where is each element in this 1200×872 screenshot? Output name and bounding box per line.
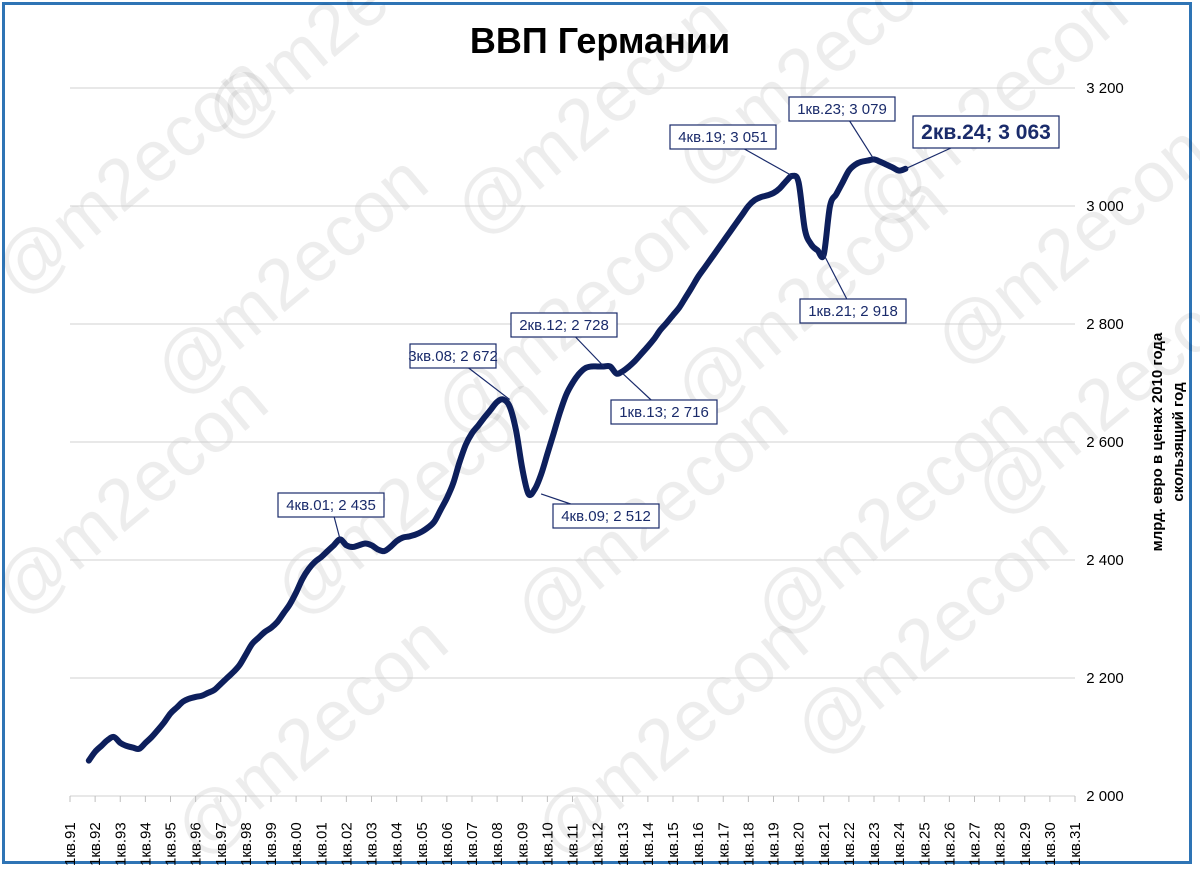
annotation-box <box>669 124 777 150</box>
x-tick-label: 1кв.92 <box>87 822 104 866</box>
x-tick-label: 1кв.28 <box>992 822 1009 866</box>
x-tick-label: 1кв.03 <box>364 822 381 866</box>
y-tick-label: 2 800 <box>1086 316 1124 333</box>
x-tick-label: 1кв.14 <box>640 822 657 866</box>
x-tick-label: 1кв.06 <box>439 822 456 866</box>
x-tick-label: 1кв.00 <box>288 822 305 866</box>
annotation-label: 1кв.13; 2 716 <box>619 404 709 421</box>
gdp-series-line <box>85 156 909 764</box>
x-tick-label: 1кв.11 <box>565 823 582 866</box>
x-tick-label: 1кв.15 <box>665 822 682 866</box>
x-tick-label: 1кв.22 <box>841 822 858 866</box>
annotation-leader <box>468 367 511 400</box>
annotation-label: 4кв.09; 2 512 <box>561 508 651 525</box>
annotation-leader <box>540 493 571 505</box>
y-tick-label: 2 000 <box>1086 788 1124 805</box>
x-tick-label: 1кв.12 <box>590 822 607 866</box>
x-tick-label: 1кв.95 <box>163 822 180 866</box>
x-tick-label: 1кв.16 <box>690 822 707 866</box>
annotation-box <box>788 96 896 122</box>
x-tick-label: 1кв.09 <box>514 822 531 866</box>
x-tick-label: 1кв.07 <box>464 822 481 866</box>
annotation-leader <box>333 516 341 540</box>
x-tick-label: 1кв.10 <box>539 822 556 866</box>
x-tick-label: 1кв.25 <box>916 822 933 866</box>
annotation-leader <box>905 147 952 170</box>
x-tick-label: 1кв.91 <box>62 822 79 866</box>
y-tick-label: 3 000 <box>1086 198 1124 215</box>
annotation-label: 3кв.08; 2 672 <box>408 348 498 365</box>
watermark-text: @m2econ <box>659 159 963 432</box>
x-tick-label: 1кв.29 <box>1017 822 1034 866</box>
annotation-leader <box>823 254 848 300</box>
annotation-label: 1кв.21; 2 918 <box>808 303 898 320</box>
watermark-text: @m2econ <box>0 359 283 632</box>
x-tick-label: 1кв.17 <box>715 822 732 866</box>
x-tick-label: 1кв.94 <box>137 822 154 866</box>
x-tick-label: 1кв.31 <box>1067 822 1084 866</box>
x-tick-label: 1кв.98 <box>238 822 255 866</box>
y-axis-label-line: скользящий год <box>1170 382 1187 502</box>
chart-title: ВВП Германии <box>470 20 730 61</box>
annotation-box <box>277 492 385 518</box>
series-layer <box>85 156 909 764</box>
annotation-box <box>799 298 907 324</box>
annotation-callout: 2кв.24; 3 063 <box>905 115 1060 170</box>
x-tick-label: 1кв.24 <box>891 822 908 866</box>
annotation-leader <box>744 148 793 177</box>
annotation-callout: 4кв.19; 3 051 <box>669 124 793 177</box>
x-tick-label: 1кв.05 <box>414 822 431 866</box>
annotation-callout: 1кв.13; 2 716 <box>610 373 718 425</box>
annotation-box <box>409 343 497 369</box>
annotation-box <box>610 399 718 425</box>
y-axis-label: млрд. евро в ценах 2010 года скользящий г… <box>1149 332 1187 551</box>
y-tick-label: 3 200 <box>1086 80 1124 97</box>
annotation-box <box>510 312 618 338</box>
y-tick-label: 2 600 <box>1086 434 1124 451</box>
x-tick-label: 1кв.99 <box>263 822 280 866</box>
x-tick-label: 1кв.01 <box>313 822 330 866</box>
annotation-callout: 1кв.23; 3 079 <box>788 96 896 160</box>
x-tick-label: 1кв.08 <box>489 822 506 866</box>
x-tick-label: 1кв.96 <box>188 822 205 866</box>
x-tick-label: 1кв.97 <box>213 822 230 866</box>
annotation-label: 2кв.12; 2 728 <box>519 317 609 334</box>
y-axis-label-line: млрд. евро в ценах 2010 года <box>1149 332 1166 551</box>
annotations-layer: 4кв.01; 2 435 3кв.08; 2 672 4кв.09; 2 512 2… <box>277 96 1060 540</box>
x-tick-label: 1кв.04 <box>389 822 406 866</box>
y-axis-ticks: 2 000 2 200 2 400 2 600 2 800 3 000 3 200 <box>1086 80 1124 805</box>
x-axis-ticks: 1кв.91 1кв.92 1кв.93 1кв.94 1кв.95 1кв.96 1кв.… <box>62 796 1084 866</box>
x-tick-label: 1кв.18 <box>740 822 757 866</box>
annotation-label: 1кв.23; 3 079 <box>797 101 887 118</box>
x-tick-label: 1кв.19 <box>766 822 783 866</box>
annotation-label: 2кв.24; 3 063 <box>921 121 1051 144</box>
annotation-label: 4кв.19; 3 051 <box>678 129 768 146</box>
annotation-callout: 1кв.21; 2 918 <box>799 254 907 324</box>
y-tick-label: 2 400 <box>1086 552 1124 569</box>
annotation-leader <box>575 336 605 367</box>
annotation-label: 4кв.01; 2 435 <box>286 497 376 514</box>
annotation-box <box>912 115 1060 149</box>
x-tick-label: 1кв.93 <box>112 822 129 866</box>
annotation-callout: 3кв.08; 2 672 <box>408 343 511 400</box>
annotation-box <box>552 503 660 529</box>
x-tick-label: 1кв.23 <box>866 822 883 866</box>
y-tick-label: 2 200 <box>1086 670 1124 687</box>
annotation-leader <box>622 373 652 401</box>
x-tick-label: 1кв.20 <box>791 822 808 866</box>
x-tick-label: 1кв.02 <box>338 822 355 866</box>
x-tick-label: 1кв.26 <box>941 822 958 866</box>
x-tick-label: 1кв.13 <box>615 822 632 866</box>
annotation-callout: 2кв.12; 2 728 <box>510 312 618 367</box>
annotation-callout: 4кв.01; 2 435 <box>277 492 385 540</box>
x-tick-label: 1кв.30 <box>1042 822 1059 866</box>
x-tick-label: 1кв.21 <box>816 822 833 866</box>
x-tick-label: 1кв.27 <box>967 822 984 866</box>
annotation-callout: 4кв.09; 2 512 <box>540 493 660 529</box>
annotation-leader <box>849 120 875 160</box>
